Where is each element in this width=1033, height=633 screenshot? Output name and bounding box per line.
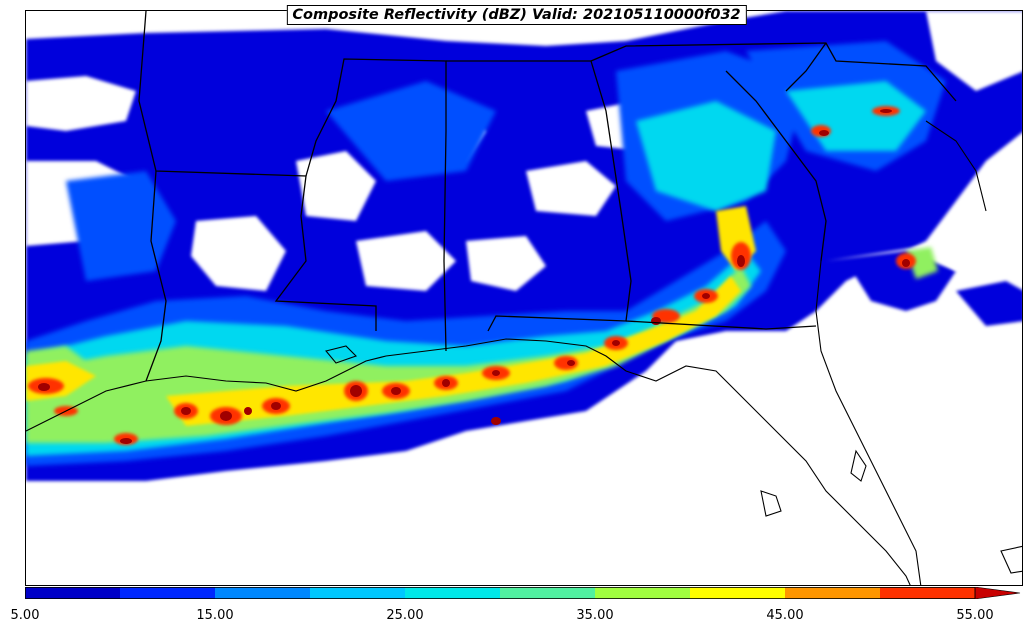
- colorbar-outline: [25, 587, 976, 599]
- colorbar-tick-label: 55.00: [956, 608, 994, 623]
- colorbar-bin: [215, 587, 310, 599]
- colorbar-tick-label: 5.00: [10, 608, 40, 623]
- colorbar-labels: 5.00 15.00 25.00 35.00 45.00 55.00: [0, 608, 1033, 628]
- map-svg: [26, 11, 1022, 585]
- colorbar-bin: [785, 587, 880, 599]
- reflectivity-map: [25, 10, 1023, 586]
- colorbar-bin: [310, 587, 405, 599]
- colorbar-bin: [595, 587, 690, 599]
- colorbar-tick-label: 35.00: [576, 608, 614, 623]
- colorbar-tick-label: 15.00: [196, 608, 234, 623]
- colorbar-bin: [25, 587, 120, 599]
- coastline: [26, 120, 1022, 585]
- colorbar-extend-arrow: [974, 587, 1021, 599]
- colorbar-bin: [405, 587, 500, 599]
- colorbar-tick-label: 45.00: [766, 608, 804, 623]
- precip-cells-intense: [28, 106, 916, 445]
- colorbar-bin: [500, 587, 595, 599]
- colorbar-bin: [120, 587, 215, 599]
- map-title: Composite Reflectivity (dBZ) Valid: 2021…: [286, 5, 747, 25]
- state-boundaries: [138, 11, 957, 382]
- colorbar-tick-label: 25.00: [386, 608, 424, 623]
- colorbar-bin: [880, 587, 975, 599]
- colorbar: [25, 587, 1021, 599]
- colorbar-bin: [690, 587, 785, 599]
